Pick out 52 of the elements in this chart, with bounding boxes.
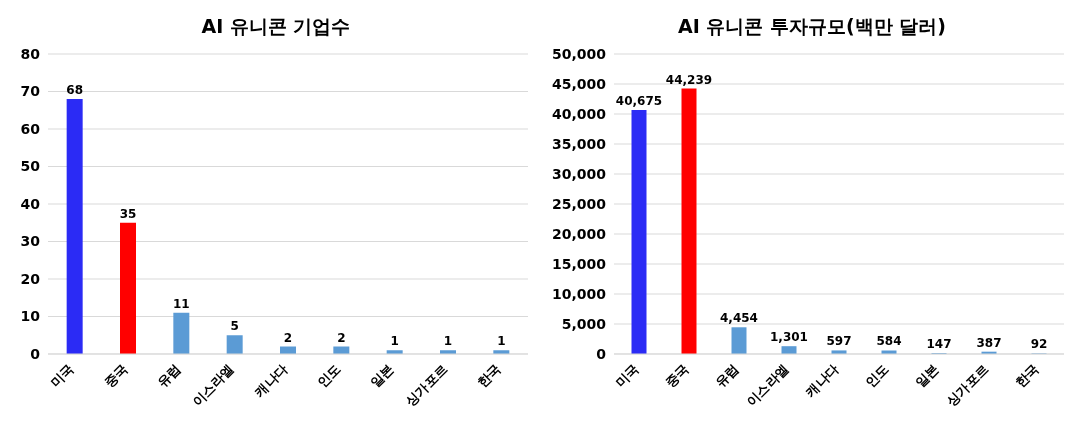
y-tick-label: 15,000	[551, 255, 607, 272]
y-tick-label: 45,000	[551, 75, 607, 92]
y-tick-label: 60	[20, 120, 41, 137]
data-label: 584	[876, 334, 902, 349]
x-tick-label: 미국	[47, 361, 77, 391]
y-tick-label: 50,000	[551, 45, 607, 62]
y-tick-label: 50	[20, 158, 41, 175]
x-tick-label: 중국	[101, 361, 131, 391]
data-label: 40,675	[615, 93, 663, 108]
data-label: 597	[826, 334, 852, 349]
data-label: 387	[976, 335, 1002, 350]
data-label: 44,239	[665, 72, 713, 87]
y-tick-label: 30	[20, 233, 41, 250]
data-label: 1	[497, 334, 506, 349]
y-tick-label: 20,000	[551, 225, 607, 242]
y-tick-label: 25,000	[551, 195, 607, 212]
y-tick-label: 40,000	[551, 105, 607, 122]
data-label: 35	[119, 206, 137, 221]
y-tick-label: 0	[596, 345, 607, 362]
x-tick-label: 일본	[367, 361, 397, 391]
data-label: 1	[390, 334, 399, 349]
data-label: 147	[926, 337, 952, 352]
data-label: 1	[443, 334, 453, 349]
data-label: 11	[172, 296, 190, 311]
y-tick-label: 35,000	[551, 135, 607, 152]
x-tick-label: 일본	[912, 361, 942, 391]
y-tick-label: 10	[20, 308, 41, 325]
y-tick-label: 10,000	[551, 285, 607, 302]
data-label: 2	[283, 330, 293, 345]
y-tick-label: 0	[30, 345, 41, 362]
data-label: 68	[66, 83, 84, 97]
chart-title: AI 유니콘 기업수	[200, 14, 352, 39]
y-tick-label: 40	[20, 195, 41, 212]
y-tick-label: 30,000	[551, 165, 607, 182]
data-label: 5	[230, 319, 239, 334]
x-tick-label: 중국	[662, 361, 692, 391]
y-tick-label: 80	[20, 45, 41, 62]
y-tick-label: 70	[20, 83, 41, 100]
chart-title: AI 유니콘 투자규모(백만 달러)	[677, 14, 947, 39]
data-label: 2	[337, 330, 346, 345]
x-tick-label: 한국	[1012, 361, 1042, 391]
data-label: 4,454	[720, 311, 758, 326]
data-label: 1,301	[770, 330, 808, 345]
x-tick-label: 유럽	[712, 361, 742, 391]
data-label: 92	[1030, 337, 1048, 352]
x-tick-label: 인도	[862, 361, 892, 391]
x-tick-label: 인도	[314, 361, 344, 391]
x-tick-label: 한국	[474, 361, 504, 391]
y-tick-label: 5,000	[561, 315, 607, 332]
x-tick-label: 유럽	[154, 361, 184, 391]
x-tick-label: 미국	[612, 361, 642, 391]
y-tick-label: 20	[20, 270, 41, 287]
